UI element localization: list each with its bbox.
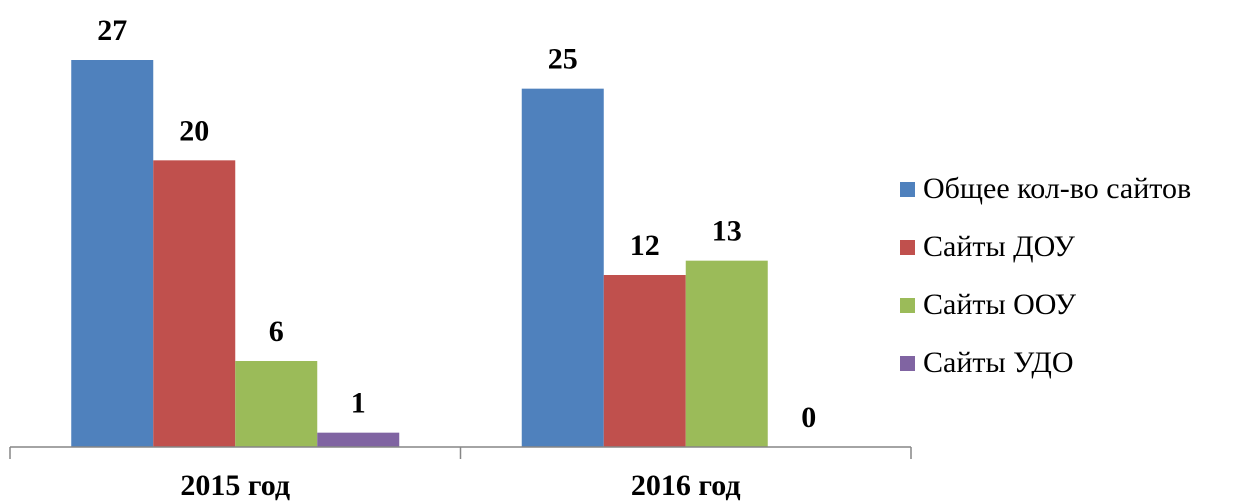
legend-item-4: Сайты УДО [900, 334, 1191, 392]
legend-swatch [900, 181, 915, 197]
data-label-2-4: 0 [801, 401, 816, 434]
data-label-2-1: 25 [548, 43, 578, 76]
data-labels-group: 27 20 6 1 25 12 13 0 [97, 14, 816, 434]
bar-2-2 [603, 275, 686, 447]
bar-2-3 [685, 260, 768, 447]
legend-swatch [900, 297, 915, 313]
legend: Общее кол-во сайтов Сайты ДОУ Сайты ООУ Сай… [900, 160, 1191, 392]
legend-label: Сайты ООУ [923, 288, 1077, 321]
data-label-1-2: 20 [179, 114, 209, 147]
legend-swatch [900, 355, 915, 371]
legend-item-3: Сайты ООУ [900, 276, 1191, 334]
category-label-1: 2015 год [180, 469, 290, 502]
data-label-2-2: 12 [630, 229, 660, 262]
bar-1-4 [317, 432, 400, 447]
bar-1-1 [71, 60, 154, 447]
category-label-2: 2016 год [631, 469, 741, 502]
legend-label: Общее кол-во сайтов [923, 172, 1192, 205]
bars-group [71, 60, 768, 448]
bar-2-1 [521, 88, 604, 448]
legend-item-2: Сайты ДОУ [900, 218, 1191, 276]
bar-1-3 [235, 361, 318, 447]
legend-item-1: Общее кол-во сайтов [900, 160, 1191, 218]
x-axis: 2015 год 2016 год [9, 446, 912, 502]
legend-label: Сайты УДО [923, 346, 1074, 379]
data-label-1-3: 6 [269, 315, 284, 348]
data-label-1-1: 27 [97, 14, 127, 47]
bar-1-2 [153, 160, 236, 448]
legend-label: Сайты ДОУ [923, 230, 1075, 263]
data-label-1-4: 1 [351, 387, 366, 420]
legend-swatch [900, 239, 915, 255]
data-label-2-3: 13 [712, 215, 742, 248]
